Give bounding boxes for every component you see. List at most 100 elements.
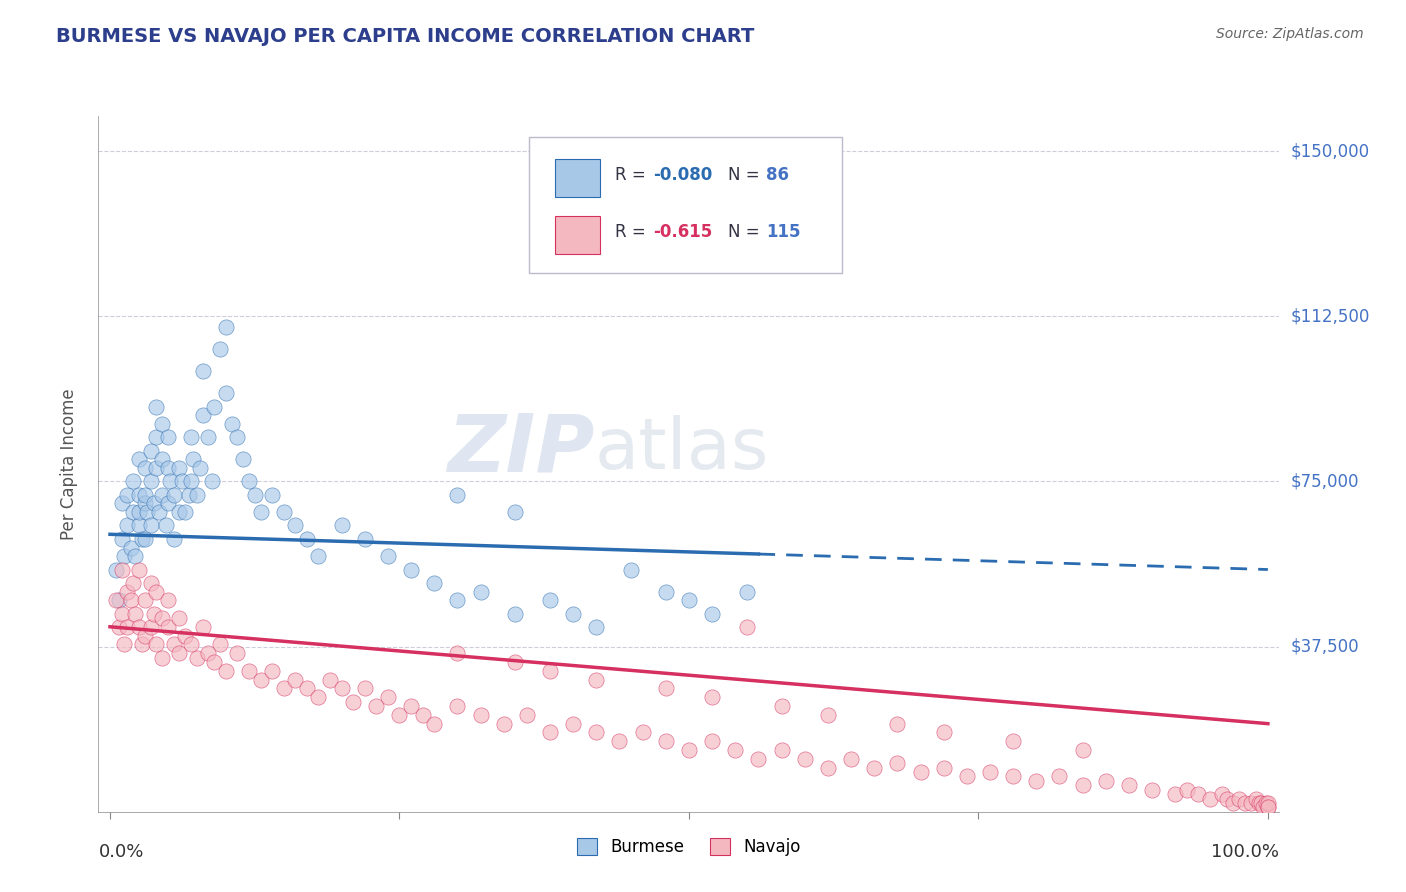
Point (770, 743, 793, 757)
Point (159, 475, 181, 489)
Point (979, 765, 1001, 780)
Point (1254, 796, 1277, 810)
Point (134, 532, 156, 546)
Point (117, 488, 139, 502)
Point (353, 681, 375, 696)
Point (150, 650, 173, 665)
Point (110, 607, 132, 621)
Point (273, 681, 295, 696)
Point (112, 549, 135, 564)
Point (249, 673, 271, 687)
Point (128, 620, 150, 634)
Point (342, 695, 364, 709)
Point (143, 607, 166, 621)
Point (1247, 796, 1270, 810)
Point (1164, 787, 1187, 801)
Point (156, 461, 179, 475)
Point (538, 593, 561, 607)
Point (1049, 770, 1071, 784)
Point (284, 518, 307, 533)
Point (655, 734, 678, 748)
Text: $75,000: $75,000 (1291, 473, 1360, 491)
Text: N =: N = (728, 166, 765, 184)
Point (208, 637, 231, 651)
Y-axis label: Per Capita Income: Per Capita Income (59, 388, 77, 540)
Point (399, 562, 422, 576)
Text: -0.080: -0.080 (654, 166, 713, 184)
Point (284, 673, 307, 687)
Point (538, 725, 561, 739)
Point (232, 452, 254, 467)
Point (191, 364, 214, 378)
Point (1002, 770, 1025, 784)
Point (155, 518, 177, 533)
Point (136, 505, 159, 519)
Point (817, 707, 839, 722)
Point (446, 646, 468, 660)
Text: 115: 115 (766, 223, 800, 241)
Point (145, 400, 167, 414)
Point (423, 575, 446, 590)
Point (1250, 796, 1272, 810)
Point (201, 475, 224, 489)
Point (446, 699, 468, 714)
Point (609, 734, 631, 748)
Point (128, 518, 150, 533)
Point (366, 699, 388, 714)
Point (1002, 734, 1025, 748)
Point (143, 496, 166, 510)
Point (128, 505, 150, 519)
Point (470, 707, 492, 722)
Point (134, 488, 156, 502)
Point (932, 761, 955, 775)
Point (262, 488, 284, 502)
Point (1118, 778, 1140, 792)
Point (1222, 796, 1244, 810)
Point (1257, 800, 1279, 814)
Point (145, 430, 167, 444)
Point (700, 734, 723, 748)
Point (134, 593, 156, 607)
Point (330, 518, 353, 533)
Legend: Burmese, Navajo: Burmese, Navajo (571, 831, 807, 863)
Point (180, 637, 202, 651)
Point (108, 593, 131, 607)
Point (273, 505, 295, 519)
Text: ZIP: ZIP (447, 411, 595, 489)
Point (145, 461, 167, 475)
Point (139, 443, 162, 458)
Point (215, 386, 238, 401)
Point (110, 562, 132, 576)
Point (226, 646, 249, 660)
Point (128, 562, 150, 576)
Point (131, 637, 153, 651)
Point (221, 417, 243, 432)
Point (249, 505, 271, 519)
Point (839, 752, 862, 766)
Point (1257, 800, 1279, 814)
Point (122, 575, 145, 590)
Point (446, 593, 468, 607)
Point (1140, 782, 1163, 797)
Point (150, 611, 173, 625)
Point (139, 575, 162, 590)
Point (128, 488, 150, 502)
Point (238, 664, 260, 678)
Text: 86: 86 (766, 166, 789, 184)
Point (169, 611, 191, 625)
Text: $37,500: $37,500 (1291, 638, 1360, 656)
Point (215, 320, 238, 334)
Point (186, 650, 208, 665)
Point (503, 607, 526, 621)
Point (886, 756, 908, 771)
Point (156, 593, 179, 607)
Point (1246, 791, 1268, 805)
Point (191, 409, 214, 423)
Point (150, 488, 173, 502)
Point (169, 505, 191, 519)
Point (163, 637, 186, 651)
Point (150, 417, 173, 432)
Point (377, 549, 399, 564)
Point (678, 743, 700, 757)
Point (226, 430, 249, 444)
